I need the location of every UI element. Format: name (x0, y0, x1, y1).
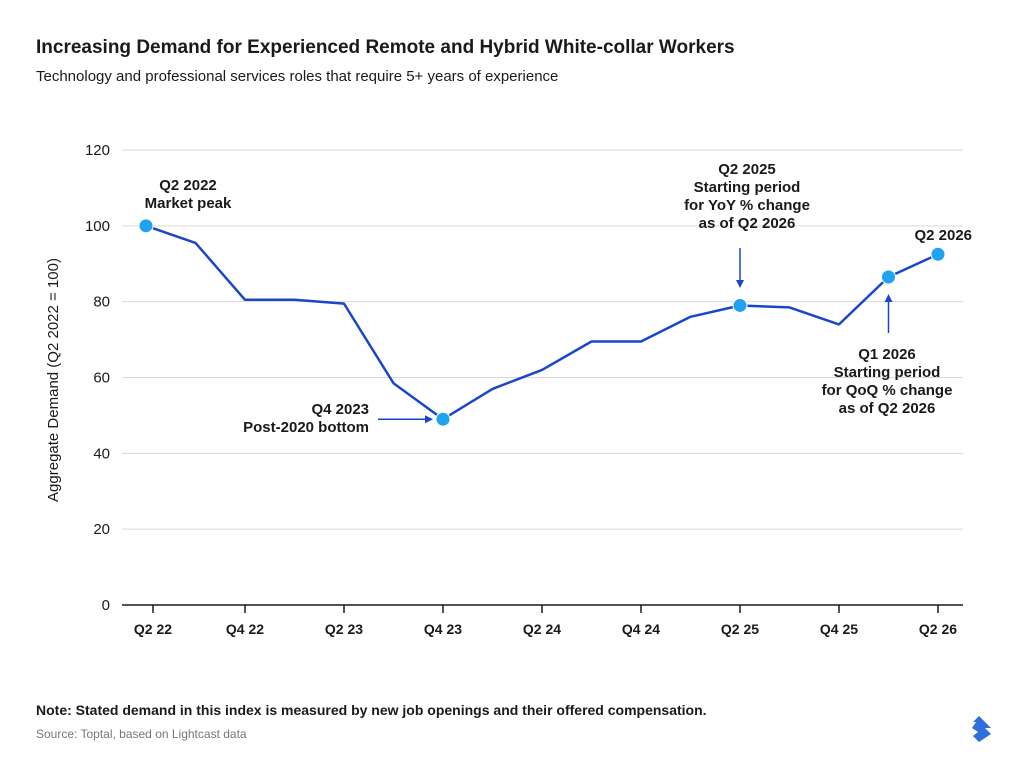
x-tick-label: Q2 22 (134, 621, 172, 637)
footnote: Note: Stated demand in this index is mea… (36, 702, 707, 718)
annotation-line: for QoQ % change (822, 382, 953, 399)
x-tick-label: Q4 25 (820, 621, 858, 637)
y-tick-labels: 0 20 40 60 80 100 120 (85, 142, 110, 614)
highlight-marker (138, 218, 154, 234)
y-tick-label: 0 (102, 597, 110, 614)
x-tick-label: Q4 23 (424, 621, 462, 637)
y-tick-label: 20 (93, 521, 110, 538)
y-tick-label: 120 (85, 142, 110, 159)
annotation-label: Q2 2025 Starting period for YoY % change as… (684, 161, 810, 232)
annotation-line: for YoY % change (684, 197, 810, 214)
arrow-head (736, 280, 744, 288)
x-axis (122, 604, 963, 613)
annotation-label: Q1 2026 Starting period for QoQ % change as… (822, 346, 953, 417)
y-tick-label: 100 (85, 218, 110, 235)
annotation-arrows (378, 248, 893, 424)
annotation-label: Q2 2026 (914, 227, 972, 244)
highlight-marker (930, 246, 946, 262)
annotation-line: Q1 2026 (858, 346, 916, 363)
annotation-label: Q2 2022 Market peak (145, 177, 232, 212)
chart-title: Increasing Demand for Experienced Remote… (36, 37, 735, 58)
annotation-line: as of Q2 2026 (699, 215, 796, 232)
y-tick-label: 40 (93, 445, 110, 462)
toptal-logo-icon (972, 716, 991, 742)
x-tick-label: Q2 25 (721, 621, 759, 637)
annotation-line: Market peak (145, 195, 232, 212)
annotation-label: Q4 2023 Post-2020 bottom (243, 401, 369, 436)
annotation-line: as of Q2 2026 (839, 400, 936, 417)
annotations: Q2 2022 Market peak Q4 2023 Post-2020 botto… (145, 161, 972, 436)
chart-subtitle: Technology and professional services rol… (36, 68, 559, 85)
arrow-head (884, 294, 893, 302)
series-line (145, 224, 939, 421)
x-tick-label: Q2 24 (523, 621, 561, 637)
gridlines (122, 149, 963, 530)
series-line-0 (145, 224, 939, 421)
highlight-markers (138, 218, 946, 427)
annotation-line: Q4 2023 (311, 401, 369, 418)
x-tick-label: Q4 22 (226, 621, 264, 637)
source-text: Source: Toptal, based on Lightcast data (36, 727, 247, 741)
x-tick-label: Q2 23 (325, 621, 363, 637)
highlight-marker (732, 297, 748, 313)
annotation-line: Q2 2022 (159, 177, 217, 194)
highlight-marker (881, 269, 896, 285)
y-tick-label: 80 (93, 294, 110, 311)
y-tick-label: 60 (93, 370, 110, 387)
y-axis-label: Aggregate Demand (Q2 2022 = 100) (45, 258, 62, 502)
annotation-line: Starting period (694, 179, 801, 196)
highlight-marker (435, 411, 451, 427)
x-tick-labels: Q2 22 Q4 22 Q2 23 Q4 23 Q2 24 Q4 24 Q2 25 Q4 25… (134, 621, 957, 637)
x-tick-label: Q4 24 (622, 621, 660, 637)
annotation-line: Q2 2026 (914, 227, 972, 244)
x-tick-label: Q2 26 (919, 621, 957, 637)
annotation-line: Q2 2025 (718, 161, 776, 178)
arrow-head (425, 415, 433, 424)
annotation-line: Starting period (834, 364, 941, 381)
annotation-line: Post-2020 bottom (243, 419, 369, 436)
